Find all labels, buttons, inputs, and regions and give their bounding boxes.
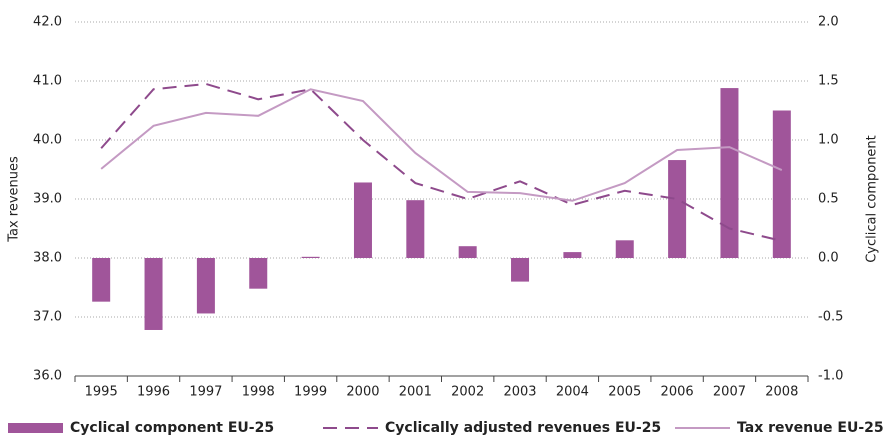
y-tick-label: 38.0 <box>33 251 62 266</box>
bar <box>406 200 425 258</box>
bar <box>511 258 530 282</box>
x-tick-label: 2003 <box>503 385 536 400</box>
bar <box>249 258 268 289</box>
x-tick-label: 2002 <box>451 385 484 400</box>
bar <box>615 240 634 258</box>
y2-tick-label: -0.5 <box>818 310 843 325</box>
y2-tick-label: -1.0 <box>818 369 843 384</box>
x-tick-label: 1997 <box>189 385 222 400</box>
legend-swatch <box>8 423 63 433</box>
x-tick-label: 2006 <box>661 385 694 400</box>
bar <box>668 160 687 258</box>
x-tick-label: 2001 <box>399 385 432 400</box>
bar <box>301 256 320 258</box>
bar <box>196 258 215 314</box>
bar <box>458 246 477 258</box>
x-tick-label: 2008 <box>765 385 798 400</box>
x-tick-label: 2007 <box>713 385 746 400</box>
bar <box>720 88 739 258</box>
y-tick-label: 37.0 <box>33 310 62 325</box>
y2-tick-label: 0.5 <box>818 192 839 207</box>
legend-label: Cyclical component EU-25 <box>70 420 274 436</box>
bar <box>563 252 582 258</box>
y-tick-label: 40.0 <box>33 133 62 148</box>
bar <box>92 258 111 302</box>
x-tick-label: 2000 <box>346 385 379 400</box>
y-tick-label: 39.0 <box>33 192 62 207</box>
bar <box>772 110 791 258</box>
x-tick-label: 2005 <box>608 385 641 400</box>
legend-label: Tax revenue EU-25 <box>737 420 884 436</box>
line <box>100 88 783 202</box>
y2-tick-label: 0.0 <box>818 251 839 266</box>
y2-tick-label: 1.0 <box>818 133 839 148</box>
bar <box>144 258 163 330</box>
x-tick-label: 1996 <box>137 385 170 400</box>
x-tick-label: 1995 <box>85 385 118 400</box>
x-tick-label: 1999 <box>294 385 327 400</box>
x-tick-label: 2004 <box>556 385 589 400</box>
y-tick-label: 36.0 <box>33 369 62 384</box>
y2-axis-title: Cyclical component <box>865 135 880 263</box>
y-tick-label: 41.0 <box>33 74 62 89</box>
legend-label: Cyclically adjusted revenues EU-25 <box>385 420 661 436</box>
bar <box>353 182 372 258</box>
y-tick-label: 42.0 <box>33 15 62 30</box>
y-axis-title: Tax revenues <box>7 156 22 243</box>
y2-tick-label: 1.5 <box>818 74 839 89</box>
line <box>100 82 783 242</box>
x-tick-label: 1998 <box>242 385 275 400</box>
y2-tick-label: 2.0 <box>818 15 839 30</box>
